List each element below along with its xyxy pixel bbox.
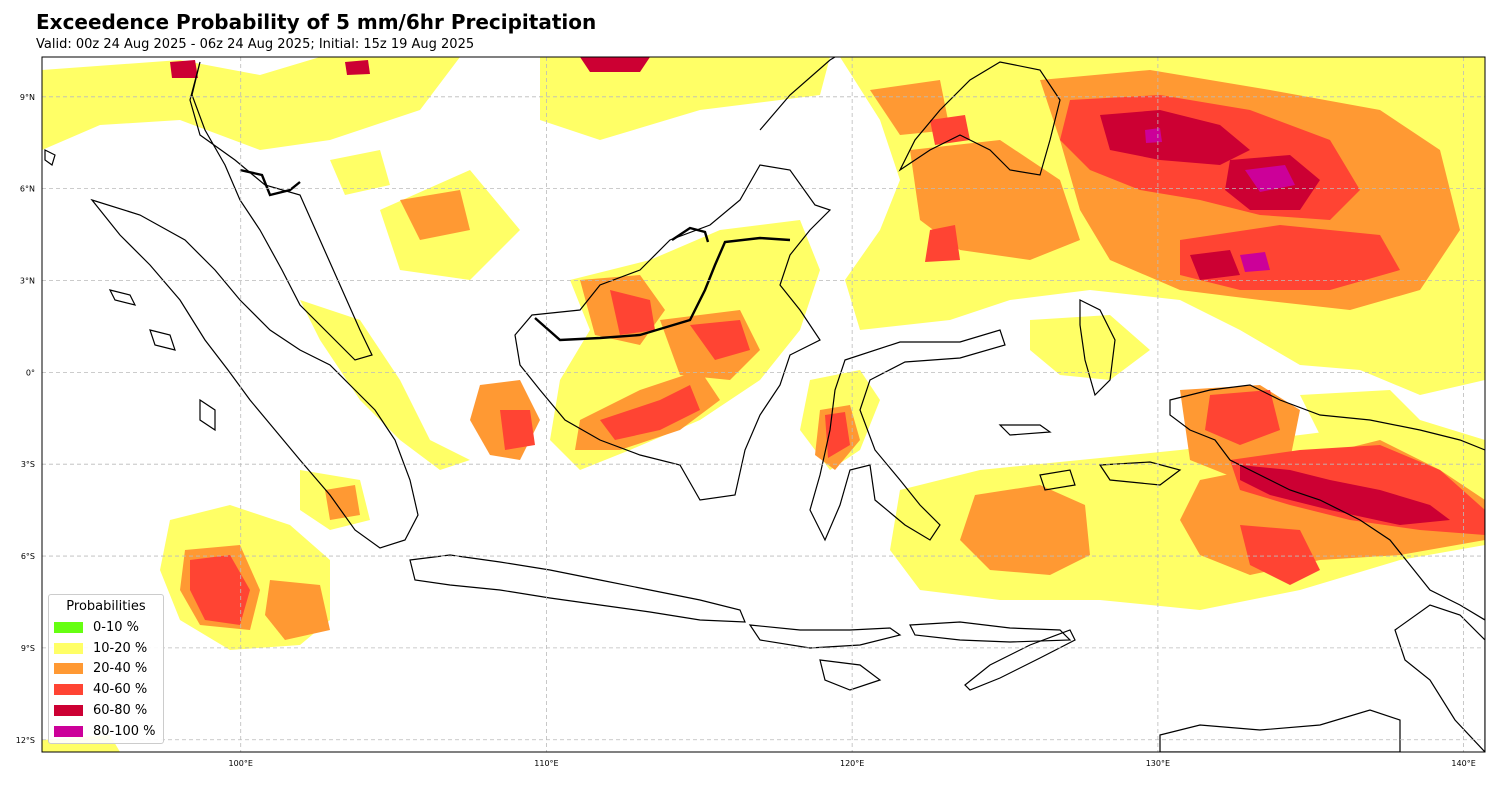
- lat-tick-label: 3°S: [21, 460, 35, 469]
- lat-tick-label: 6°S: [21, 552, 35, 561]
- legend-swatch: [54, 705, 83, 717]
- plot-frame: [41, 56, 1486, 753]
- lat-tick-label: 12°S: [16, 736, 35, 745]
- legend-item: 20-40 %: [49, 659, 163, 680]
- lon-tick-label: 140°E: [1451, 759, 1475, 768]
- lon-tick-label: 130°E: [1146, 759, 1170, 768]
- legend-item: 0-10 %: [49, 617, 163, 638]
- legend-item: 60-80 %: [49, 700, 163, 721]
- legend-label: 80-100 %: [93, 723, 156, 739]
- legend-item: 10-20 %: [49, 638, 163, 659]
- lon-tick-label: 110°E: [534, 759, 558, 768]
- legend: Probabilities 0-10 % 10-20 % 20-40 % 40-…: [48, 594, 164, 744]
- coastlines: [44, 57, 1485, 752]
- legend-swatch: [54, 642, 83, 654]
- political-borders: [239, 168, 791, 342]
- legend-label: 60-80 %: [93, 703, 148, 719]
- map-subtitle: Valid: 00z 24 Aug 2025 - 06z 24 Aug 2025…: [36, 37, 475, 52]
- lat-tick-label: 6°N: [20, 185, 35, 194]
- lat-tick-label: 0°: [26, 368, 35, 377]
- map-title: Exceedence Probability of 5 mm/6hr Preci…: [36, 10, 597, 34]
- lat-tick-label: 3°N: [20, 277, 35, 286]
- legend-title: Probabilities: [66, 599, 146, 614]
- lat-tick-label: 9°N: [20, 93, 35, 102]
- gridlines: [42, 57, 1485, 752]
- legend-item: 40-60 %: [49, 679, 163, 700]
- lat-tick-label: 9°S: [21, 644, 35, 653]
- legend-label: 40-60 %: [93, 682, 148, 698]
- legend-label: 20-40 %: [93, 661, 148, 677]
- legend-item: 80-100 %: [49, 721, 163, 742]
- legend-swatch: [54, 684, 83, 696]
- legend-swatch: [54, 725, 83, 737]
- lon-tick-label: 120°E: [840, 759, 864, 768]
- legend-label: 0-10 %: [93, 619, 139, 635]
- lon-tick-label: 100°E: [229, 759, 253, 768]
- longitude-labels: 100°E 110°E 120°E 130°E 140°E: [229, 759, 1476, 768]
- legend-swatch: [54, 621, 83, 633]
- legend-swatch: [54, 663, 83, 675]
- legend-label: 10-20 %: [93, 640, 148, 656]
- latitude-labels: 9°N 6°N 3°N 0° 3°S 6°S 9°S 12°S: [16, 93, 35, 745]
